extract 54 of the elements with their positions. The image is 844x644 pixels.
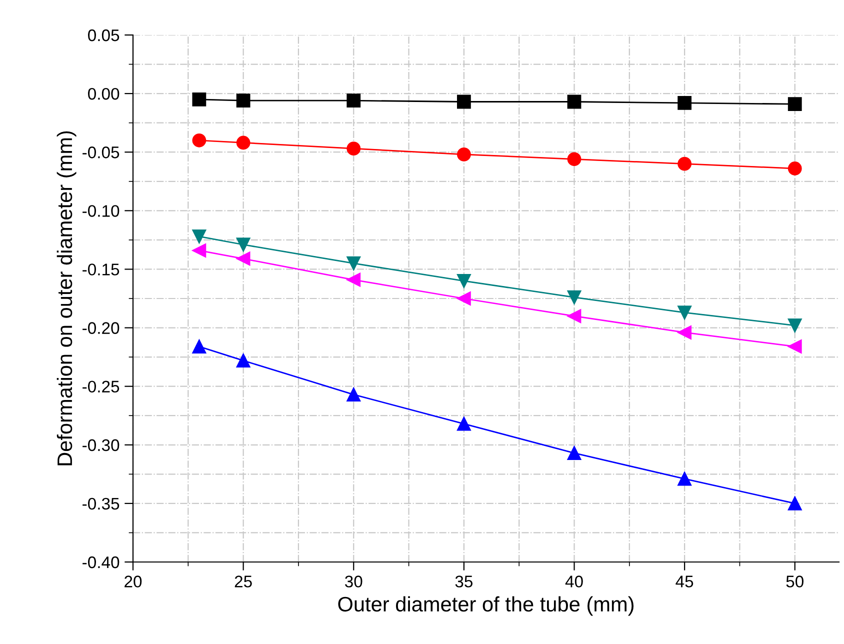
y-tick-label: -0.05 <box>82 146 120 158</box>
x-tick-label: 50 <box>786 576 804 588</box>
y-tick-label: 0.05 <box>88 29 120 42</box>
y-tick-label: -0.15 <box>82 264 120 276</box>
point <box>567 94 582 109</box>
y-tick-label: -0.20 <box>82 322 120 334</box>
point <box>192 244 206 258</box>
point <box>346 94 361 108</box>
point <box>236 136 250 150</box>
point <box>236 94 250 108</box>
y-axis-title: Deformation on outer diameter (mm) <box>56 131 76 466</box>
point <box>192 340 206 354</box>
point <box>567 446 582 460</box>
point <box>788 496 802 510</box>
y-tick-label: -0.25 <box>82 380 120 393</box>
point <box>192 229 206 244</box>
point <box>456 94 471 109</box>
point <box>456 148 471 162</box>
point <box>567 290 582 304</box>
point <box>346 272 361 287</box>
x-tick-label: 40 <box>565 576 583 588</box>
point <box>346 388 361 402</box>
point <box>678 96 692 110</box>
x-tick-label: 20 <box>124 576 142 588</box>
point <box>346 256 361 270</box>
point <box>236 354 250 368</box>
point <box>678 326 692 340</box>
point <box>678 472 692 486</box>
x-tick-label: 30 <box>344 576 362 588</box>
y-tick-label: 0.00 <box>88 88 120 100</box>
y-tick-label: -0.40 <box>82 556 120 568</box>
point <box>236 252 250 266</box>
point <box>192 92 206 106</box>
point <box>678 306 692 320</box>
point <box>236 238 250 252</box>
point <box>192 133 206 148</box>
point <box>678 156 692 171</box>
y-tick-label: -0.10 <box>82 205 120 217</box>
point <box>456 274 471 288</box>
point <box>346 142 361 156</box>
point <box>456 416 471 431</box>
point <box>567 152 582 166</box>
point <box>788 318 802 332</box>
x-tick-label: 35 <box>455 576 473 588</box>
point <box>456 292 471 306</box>
x-tick-label: 25 <box>234 576 252 588</box>
point <box>567 309 582 324</box>
x-tick-label: 45 <box>676 576 694 588</box>
point <box>788 97 802 112</box>
x-axis-title: Outer diameter of the tube (mm) <box>338 596 634 616</box>
y-tick-label: -0.30 <box>82 439 120 452</box>
point <box>788 162 802 176</box>
y-tick-label: -0.35 <box>82 498 120 510</box>
point <box>788 340 802 354</box>
